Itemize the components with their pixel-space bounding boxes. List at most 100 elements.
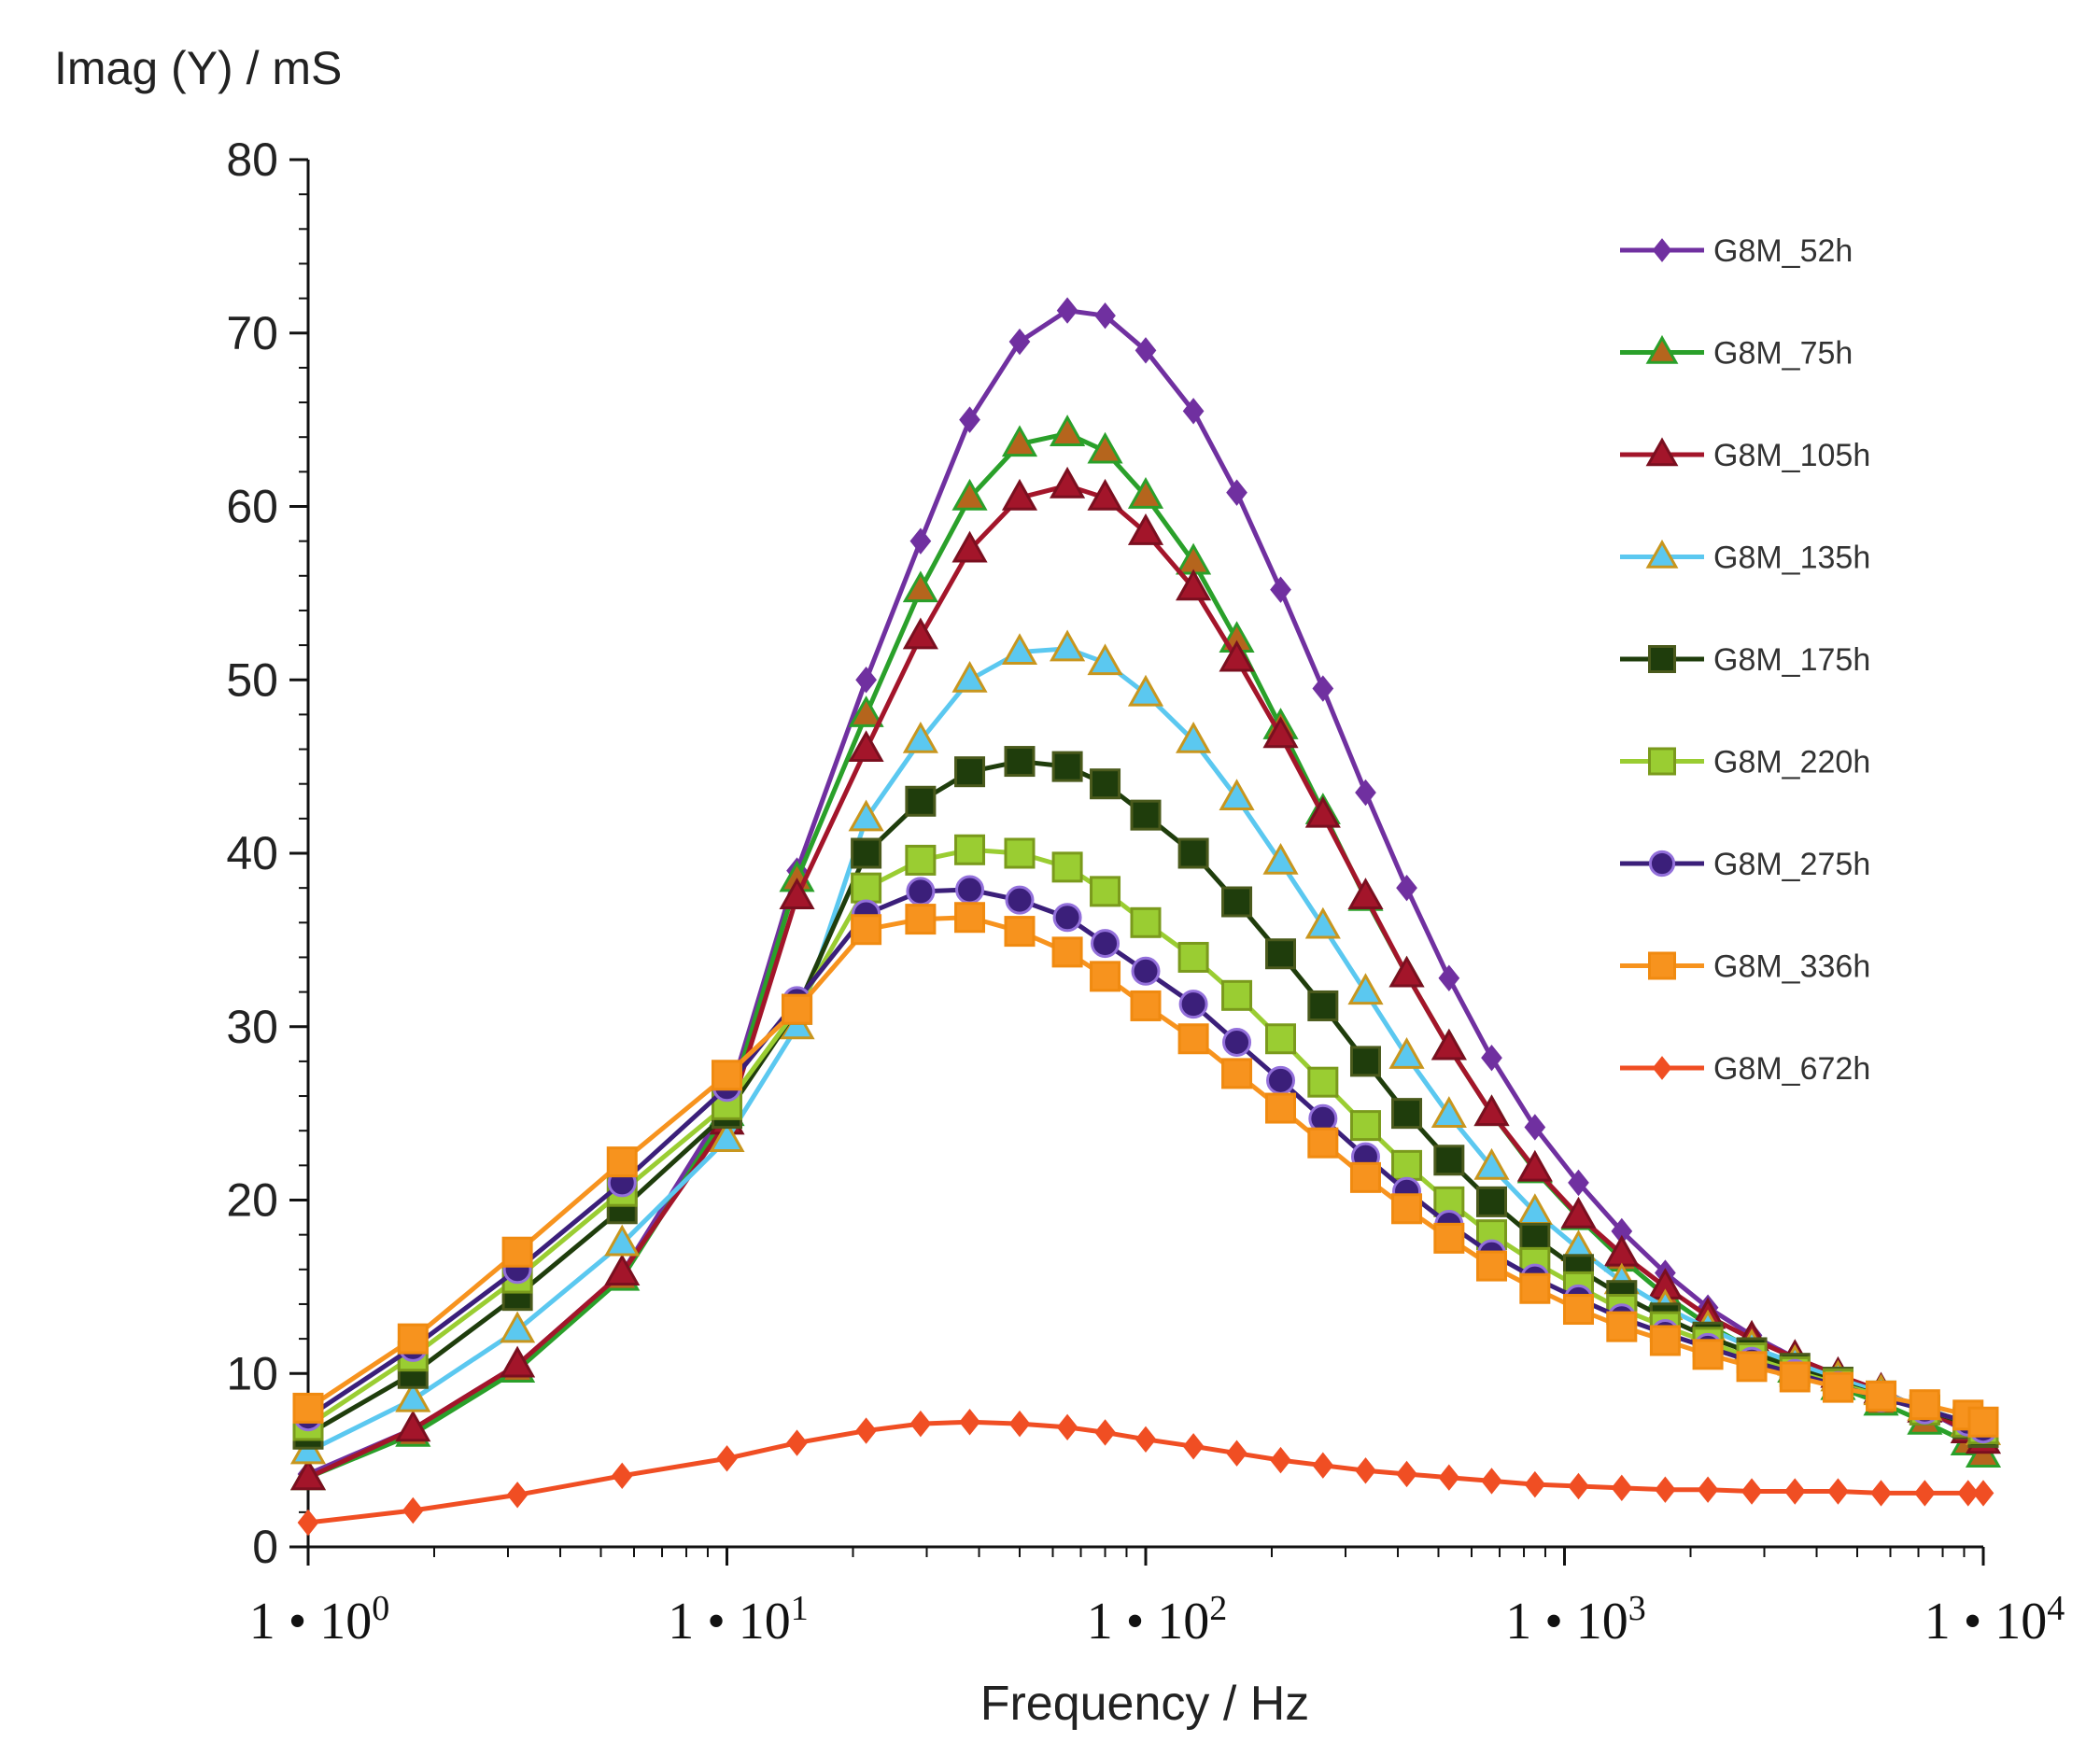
- data-point: [1524, 1114, 1546, 1141]
- data-point: [1655, 1476, 1676, 1503]
- legend-label: G8M_336h: [1713, 949, 1870, 985]
- data-point: [959, 406, 980, 433]
- data-point: [1349, 1110, 1381, 1142]
- data-point: [1135, 1426, 1157, 1454]
- series-group: [289, 297, 2002, 1537]
- data-point: [1475, 1250, 1507, 1282]
- legend-item-G8M_75h: G8M_75h: [1620, 334, 1853, 372]
- data-point: [909, 527, 932, 555]
- data-point: [1347, 973, 1384, 1005]
- data-point: [1005, 885, 1035, 915]
- data-point: [954, 756, 986, 788]
- y-tick-label: 80: [226, 133, 278, 186]
- data-point: [1131, 956, 1161, 986]
- data-point: [712, 1060, 742, 1091]
- legend-label: G8M_75h: [1713, 336, 1853, 372]
- data-point: [1481, 1044, 1502, 1072]
- data-point: [395, 1410, 431, 1442]
- legend-marker: [1645, 334, 1679, 364]
- legend-item-G8M_220h: G8M_220h: [1620, 745, 1870, 780]
- data-point: [1349, 1046, 1381, 1077]
- y-tick-label: 70: [226, 307, 278, 359]
- data-point: [902, 721, 938, 753]
- data-point: [1611, 1474, 1633, 1502]
- data-point: [1265, 1023, 1297, 1055]
- series-G8M_52h: [297, 297, 1994, 1488]
- data-point: [1221, 1058, 1253, 1089]
- data-point: [1219, 779, 1255, 811]
- data-point: [1262, 842, 1299, 875]
- data-point: [1004, 746, 1036, 778]
- data-point: [951, 530, 988, 563]
- data-point: [297, 1509, 319, 1537]
- data-point: [1307, 1127, 1339, 1159]
- data-point: [1051, 751, 1083, 782]
- y-tick-label: 40: [226, 827, 278, 879]
- series-G8M_672h: [297, 1409, 1994, 1537]
- data-point: [1431, 1028, 1467, 1061]
- data-point: [848, 730, 884, 763]
- data-point: [951, 478, 988, 511]
- data-point: [1524, 1470, 1546, 1498]
- data-point: [716, 1445, 738, 1472]
- data-point: [1050, 414, 1086, 446]
- data-point: [1909, 1389, 1940, 1421]
- legend-marker: [1652, 238, 1672, 262]
- data-point: [955, 875, 985, 905]
- data-point: [1001, 425, 1038, 457]
- data-point: [1094, 1419, 1116, 1446]
- data-point: [1391, 1149, 1423, 1181]
- data-point: [855, 1417, 877, 1444]
- data-point: [1967, 1406, 1999, 1438]
- data-point: [1262, 716, 1299, 749]
- y-tick-label: 10: [226, 1347, 278, 1399]
- data-point: [289, 1458, 327, 1491]
- data-point: [1560, 1196, 1597, 1229]
- data-point: [1222, 1027, 1252, 1057]
- data-point: [1266, 1065, 1296, 1095]
- y-tick-label: 30: [226, 1001, 278, 1053]
- data-point: [1177, 1023, 1209, 1055]
- data-point: [1221, 886, 1253, 918]
- data-point: [1265, 938, 1297, 970]
- data-point: [1568, 1472, 1589, 1500]
- data-point: [1001, 633, 1038, 666]
- data-point: [1004, 916, 1036, 948]
- data-point: [1396, 874, 1417, 902]
- data-point: [1473, 1094, 1510, 1127]
- legend-marker: [1645, 437, 1679, 467]
- legend-label: G8M_105h: [1713, 438, 1870, 473]
- data-point: [1307, 990, 1339, 1021]
- data-point: [1226, 479, 1247, 506]
- data-point: [1130, 799, 1162, 831]
- data-point: [1475, 1186, 1507, 1217]
- data-point: [1177, 941, 1209, 973]
- data-point: [1606, 1311, 1638, 1342]
- legend-label: G8M_275h: [1713, 847, 1870, 882]
- legend-label: G8M_175h: [1713, 642, 1870, 678]
- data-point: [1736, 1351, 1768, 1383]
- data-point: [1568, 1169, 1589, 1197]
- legend-marker: [1652, 1056, 1672, 1080]
- data-point: [1050, 466, 1086, 499]
- data-point: [501, 1236, 533, 1268]
- data-point: [1094, 302, 1116, 330]
- legend-label: G8M_672h: [1713, 1051, 1870, 1087]
- data-point: [851, 914, 882, 946]
- data-point: [1135, 337, 1157, 364]
- data-point: [1008, 328, 1031, 356]
- data-point: [1870, 1480, 1892, 1507]
- data-point: [1741, 1478, 1763, 1505]
- data-point: [1433, 1145, 1465, 1176]
- data-point: [1130, 990, 1162, 1021]
- data-point: [1087, 431, 1123, 464]
- data-point: [402, 1496, 424, 1524]
- data-point: [1391, 1193, 1423, 1225]
- data-point: [397, 1323, 429, 1355]
- data-point: [1347, 878, 1384, 909]
- data-point: [606, 1146, 638, 1178]
- data-point: [1130, 906, 1162, 938]
- x-tick-label: 1 • 100: [249, 1589, 390, 1651]
- x-tick-label: 1 • 103: [1505, 1589, 1646, 1651]
- data-point: [709, 1120, 745, 1152]
